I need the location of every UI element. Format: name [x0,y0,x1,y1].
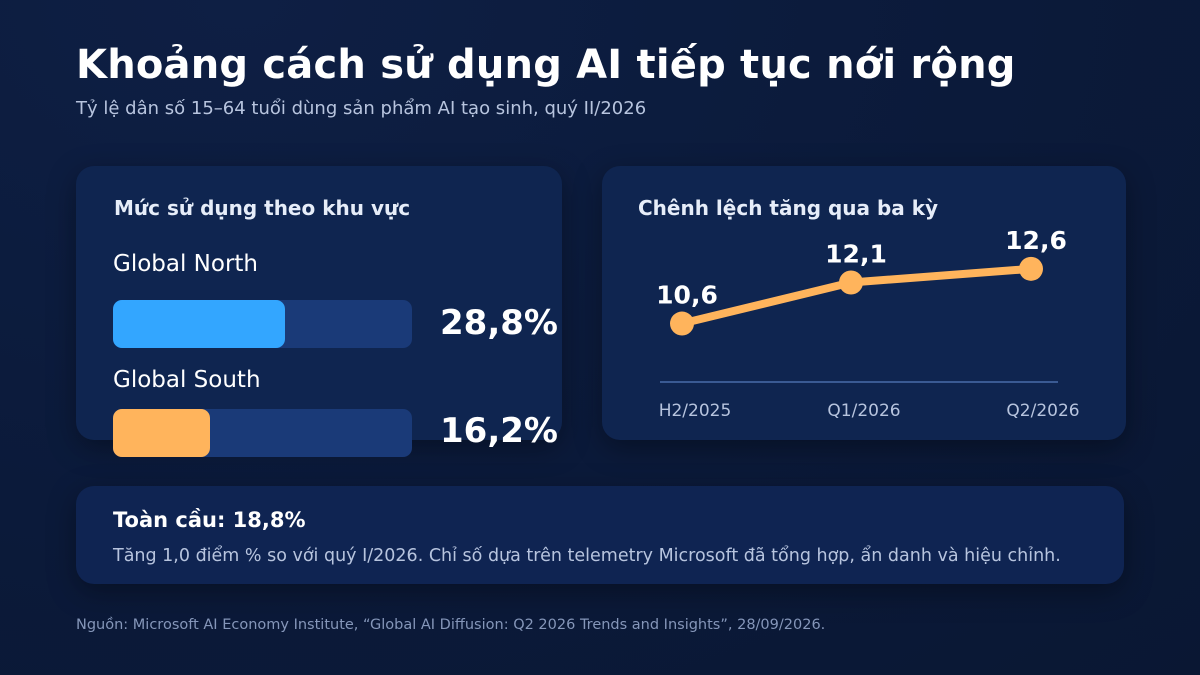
bar-south [113,409,210,457]
gap-trend-title: Chênh lệch tăng qua ba kỳ [638,196,939,220]
data-point-1 [839,270,863,295]
gap-line-chart: 10,6 H2/2025 12,1 Q1/2026 12,6 Q2/2026 [656,226,1079,421]
page-title: Khoảng cách sử dụng AI tiếp tục nới rộng [76,42,1016,88]
bar-track-south [113,409,412,457]
x-tick-label-0: H2/2025 [659,401,732,421]
summary-text: Tăng 1,0 điểm % so với quý I/2026. Chỉ s… [113,546,1061,566]
summary-title: Toàn cầu: 18,8% [113,508,306,532]
bar-track-north [113,300,412,348]
bar-north [113,300,286,348]
source-note: Nguồn: Microsoft AI Economy Institute, “… [76,617,826,633]
page-subtitle: Tỷ lệ dân số 15–64 tuổi dùng sản phẩm AI… [76,98,647,119]
x-tick-label-2: Q2/2026 [1006,401,1079,421]
data-point-2 [1019,256,1043,281]
data-point-0 [670,311,694,336]
bar-value-south: 16,2% [440,411,558,451]
bar-value-north: 28,8% [440,303,558,343]
data-label-0: 10,6 [656,281,718,310]
x-tick-label-1: Q1/2026 [827,401,900,421]
bar-label-north: Global North [113,251,259,277]
summary-panel [76,486,1124,584]
region-usage-title: Mức sử dụng theo khu vực [114,196,411,220]
data-label-1: 12,1 [825,240,887,269]
data-label-2: 12,6 [1005,226,1067,255]
gap-trend-panel: Chênh lệch tăng qua ba kỳ [602,166,1126,440]
bar-label-south: Global South [113,367,261,393]
